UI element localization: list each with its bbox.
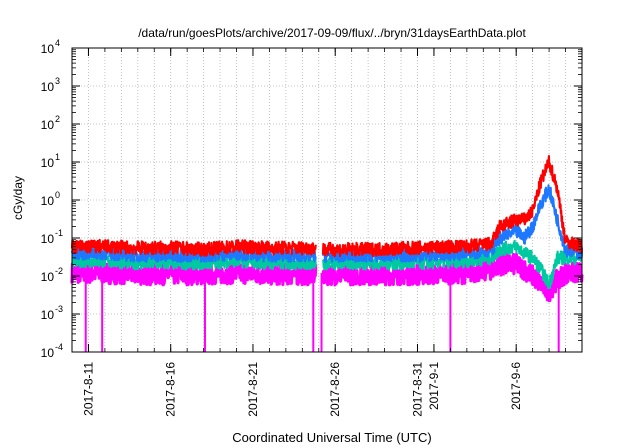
series-line: [70, 155, 584, 258]
plot-frame: [71, 47, 583, 353]
y-tick-exponent: 2: [55, 114, 60, 124]
y-axis-label: cGy/day: [11, 176, 25, 220]
chart-title: /data/run/goesPlots/archive/2017-09-09/f…: [138, 26, 526, 40]
y-tick-exponent: -1: [55, 228, 63, 238]
x-tick-label-group: 2017-9-1: [427, 362, 441, 410]
x-tick-label: 2017-9-6: [509, 362, 523, 410]
y-tick-label: 10: [41, 270, 55, 284]
y-tick-label: 10: [41, 80, 55, 94]
x-tick-label: 2017-8-31: [410, 362, 424, 417]
y-tick-label: 10: [41, 232, 55, 246]
x-tick-label: 2017-8-21: [246, 362, 260, 417]
y-tick-exponent: -2: [55, 266, 63, 276]
plot-series: [70, 155, 584, 352]
y-tick-label: 10: [41, 308, 55, 322]
y-tick-exponent: -3: [55, 304, 63, 314]
y-tick-exponent: 4: [55, 38, 60, 48]
y-tick-exponent: -4: [55, 342, 63, 352]
axes: [71, 47, 583, 353]
y-tick-exponent: 3: [55, 76, 60, 86]
y-tick-label: 10: [41, 156, 55, 170]
x-axis-label: Coordinated Universal Time (UTC): [232, 430, 431, 445]
y-tick-label: 10: [41, 346, 55, 360]
y-tick-label: 10: [41, 42, 55, 56]
x-tick-label-group: 2017-8-31: [410, 362, 424, 417]
x-tick-label-group: 2017-8-11: [81, 362, 95, 416]
y-tick-label: 10: [41, 194, 55, 208]
y-tick-label: 10: [41, 118, 55, 132]
x-tick-label: 2017-8-16: [164, 362, 178, 417]
x-tick-label: 2017-9-1: [427, 362, 441, 410]
y-tick-exponent: 0: [55, 190, 60, 200]
x-tick-label: 2017-8-11: [81, 362, 95, 416]
x-tick-label: 2017-8-26: [328, 362, 342, 417]
x-tick-label-group: 2017-8-21: [246, 362, 260, 417]
x-tick-label-group: 2017-8-16: [164, 362, 178, 417]
x-tick-label-group: 2017-8-26: [328, 362, 342, 417]
y-tick-exponent: 1: [55, 152, 60, 162]
x-tick-label-group: 2017-9-6: [509, 362, 523, 410]
